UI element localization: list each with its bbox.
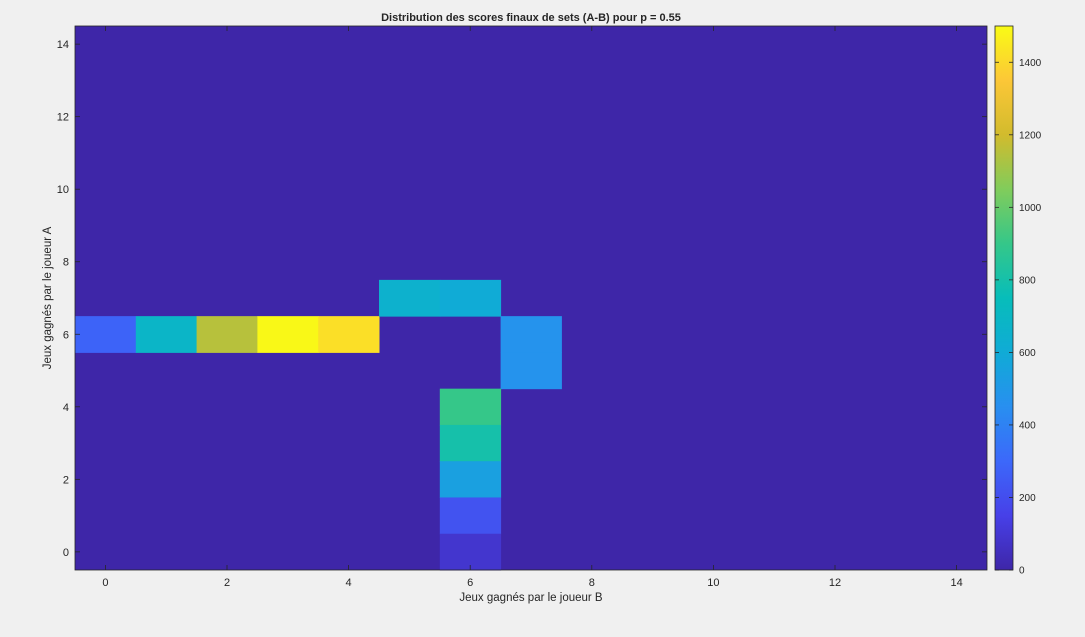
colorbar-tick-label: 800 — [1019, 275, 1036, 286]
heatmap-cell — [135, 316, 198, 353]
heatmap-cell — [439, 533, 502, 571]
x-tick-label: 0 — [102, 577, 108, 589]
colorbar-bar — [994, 25, 1014, 571]
y-tick-label: 10 — [57, 184, 69, 196]
x-tick-label: 6 — [467, 577, 473, 589]
y-tick-label: 0 — [63, 547, 69, 559]
plot-area — [75, 26, 987, 571]
heatmap-cell — [439, 279, 502, 317]
x-tick-label: 14 — [950, 577, 962, 589]
heatmap-cell — [439, 461, 502, 498]
colorbar-tick-label: 600 — [1019, 348, 1036, 359]
colorbar: 0 200 400 600 800 1000 1200 1400 — [994, 25, 1042, 577]
axes: 0 2 4 6 8 10 12 14 0 2 4 6 8 10 12 14 — [57, 25, 988, 589]
y-tick-label: 2 — [63, 474, 69, 486]
y-tick-label: 8 — [63, 257, 69, 269]
y-tick-label: 4 — [63, 402, 69, 414]
y-tick-label: 14 — [57, 39, 69, 51]
heatmap-cell — [439, 424, 502, 462]
x-tick-label: 12 — [829, 577, 841, 589]
colorbar-tick-label: 0 — [1019, 566, 1025, 577]
heatmap-background — [75, 26, 987, 570]
x-tick-label: 10 — [707, 577, 719, 589]
x-axis-label: Jeux gagnés par le joueur B — [459, 592, 603, 604]
x-tick-label: 4 — [346, 577, 352, 589]
axes-box — [74, 25, 988, 571]
colorbar-tick-label: 200 — [1019, 493, 1036, 504]
heatmap-cell — [318, 316, 380, 353]
colorbar-tick-label: 1000 — [1019, 203, 1042, 214]
heatmap-cell — [439, 388, 502, 426]
colorbar-tick-label: 400 — [1019, 420, 1036, 431]
x-tick-label: 2 — [224, 577, 230, 589]
heatmap-cell — [196, 316, 258, 353]
y-axis-label: Jeux gagnés par le joueur A — [42, 226, 54, 369]
heatmap-cell — [75, 316, 137, 353]
colorbar-tick-label: 1200 — [1019, 130, 1042, 141]
y-tick-label: 6 — [63, 329, 69, 341]
y-tick-label: 12 — [57, 112, 69, 124]
colorbar-tick-label: 1400 — [1019, 58, 1042, 69]
heatmap-cell — [500, 316, 562, 353]
heatmap-cell — [379, 279, 441, 317]
chart-title: Distribution des scores finaux de sets (… — [381, 12, 681, 24]
heatmap-cell — [439, 497, 502, 535]
heatmap-cell — [500, 352, 562, 390]
x-tick-label: 8 — [589, 577, 595, 589]
heatmap-cell — [257, 316, 319, 353]
